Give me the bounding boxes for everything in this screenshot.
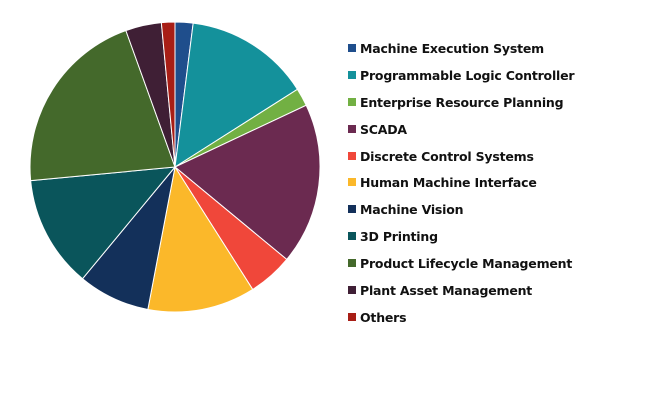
legend-label: Machine Execution System	[360, 41, 544, 56]
pie-slice-scada	[174, 104, 321, 261]
legend-item: Product Lifecycle Management	[348, 256, 574, 283]
legend-swatch	[348, 178, 356, 187]
legend-item: Enterprise Resource Planning	[348, 95, 574, 122]
pie-slice-product-lifecycle-management	[29, 29, 176, 182]
legend-label: Machine Vision	[360, 202, 464, 218]
pie-slice-programmable-logic-controller	[174, 22, 299, 168]
legend-swatch	[348, 97, 356, 106]
legend-label: 3D Printing	[360, 229, 438, 245]
legend-item: SCADA	[348, 122, 574, 149]
legend-swatch	[348, 70, 356, 79]
legend-item: 3D Printing	[348, 229, 574, 256]
pie-slice-others	[160, 21, 176, 168]
legend-label: Human Machine Interface	[360, 175, 537, 191]
legend-label: Plant Asset Management	[360, 283, 533, 299]
legend-item: Machine Execution System	[348, 41, 574, 68]
legend: Machine Execution System Programmable Log…	[348, 41, 575, 337]
legend-swatch	[348, 44, 356, 52]
legend-swatch	[348, 312, 356, 321]
legend-item: Discrete Control Systems	[348, 149, 574, 176]
legend-label: Discrete Control Systems	[360, 148, 534, 164]
legend-swatch	[348, 205, 356, 214]
legend-swatch	[348, 151, 356, 160]
legend-item: Machine Vision	[348, 202, 574, 229]
legend-label: Enterprise Resource Planning	[360, 94, 564, 110]
legend-swatch	[348, 259, 356, 268]
legend-swatch	[348, 286, 356, 295]
legend-label: Others	[360, 309, 407, 325]
pie-slice-3d-printing	[30, 166, 177, 280]
legend-swatch	[348, 232, 356, 241]
legend-item: Plant Asset Management	[348, 283, 574, 310]
legend-label: SCADA	[360, 121, 407, 137]
legend-item: Human Machine Interface	[348, 175, 574, 202]
pie-slice-human-machine-interface	[147, 165, 254, 313]
legend-label: Product Lifecycle Management	[360, 256, 573, 272]
legend-swatch	[348, 124, 356, 133]
legend-item: Others	[348, 310, 574, 337]
legend-item: Programmable Logic Controller	[348, 67, 575, 95]
legend-label: Programmable Logic Controller	[360, 67, 575, 83]
